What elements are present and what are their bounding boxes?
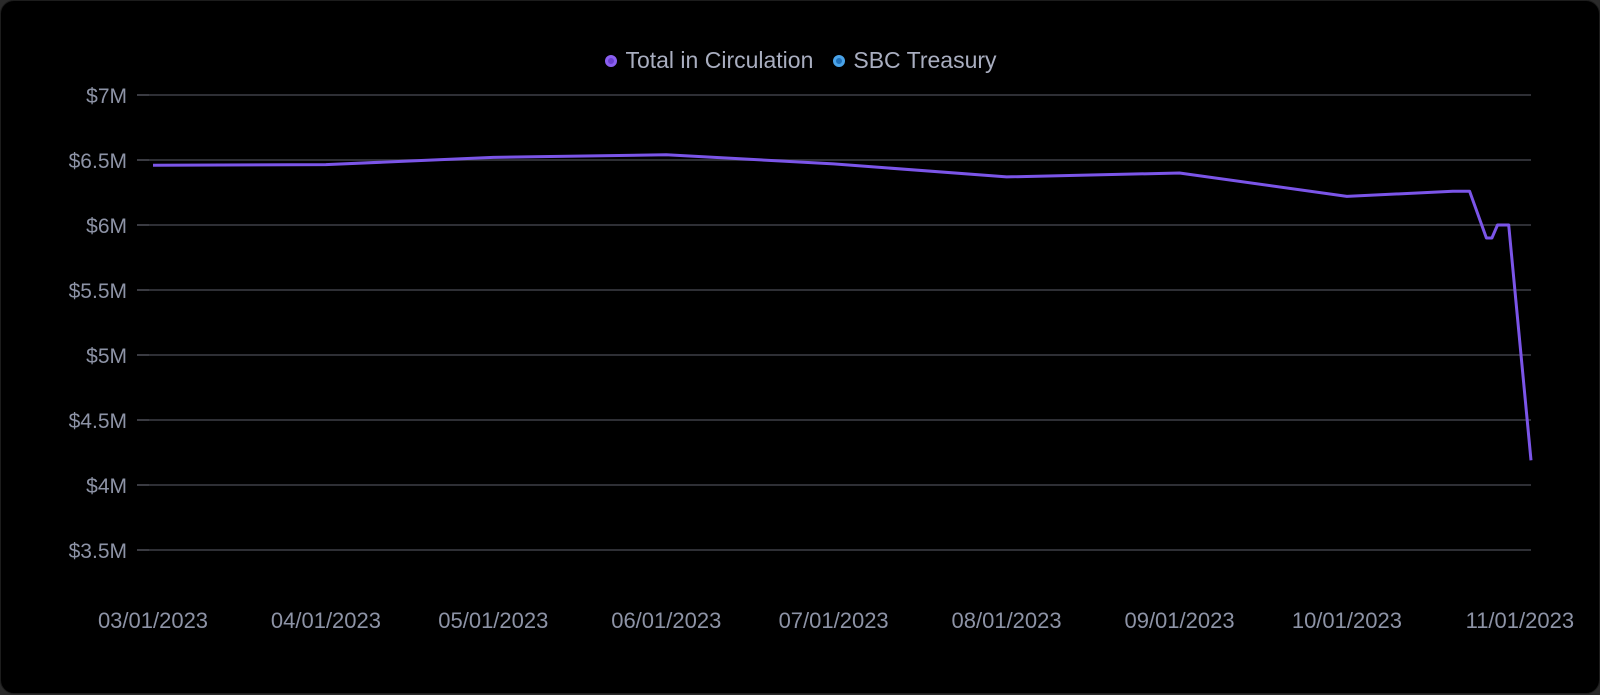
x-tick-label: 11/01/2023 bbox=[1466, 608, 1574, 633]
x-tick-label: 06/01/2023 bbox=[611, 608, 721, 633]
chart-legend: Total in Circulation SBC Treasury bbox=[1, 47, 1600, 74]
legend-dot-total-in-circulation bbox=[605, 54, 618, 67]
y-axis: $7M $6.5M $6M $5.5M $5M $4.5M $4M $3.5M bbox=[69, 85, 149, 563]
x-tick-label: 08/01/2023 bbox=[952, 608, 1062, 633]
y-tick-label: $4M bbox=[86, 475, 127, 498]
grid-lines bbox=[149, 94, 1531, 551]
y-tick-label: $3.5M bbox=[69, 540, 127, 563]
y-tick-label: $7M bbox=[86, 85, 127, 108]
x-axis: 03/01/2023 04/01/2023 05/01/2023 06/01/2023… bbox=[98, 608, 1574, 633]
x-tick-label: 05/01/2023 bbox=[438, 608, 548, 633]
y-tick-label: $4.5M bbox=[69, 410, 127, 433]
legend-label-total-in-circulation: Total in Circulation bbox=[625, 47, 814, 73]
y-tick-label: $5M bbox=[86, 345, 127, 368]
legend-item-total-in-circulation[interactable]: Total in Circulation bbox=[605, 47, 813, 74]
series-line-total-in-circulation[interactable] bbox=[152, 153, 1533, 461]
y-tick-label: $5.5M bbox=[69, 280, 127, 303]
legend-item-sbc-treasury[interactable]: SBC Treasury bbox=[833, 47, 997, 74]
legend-dot-sbc-treasury bbox=[833, 54, 846, 67]
legend-label-sbc-treasury: SBC Treasury bbox=[853, 47, 997, 73]
y-tick-label: $6.5M bbox=[69, 150, 127, 173]
x-tick-label: 03/01/2023 bbox=[98, 608, 208, 633]
y-tick-label: $6M bbox=[86, 215, 127, 238]
x-tick-label: 10/01/2023 bbox=[1292, 608, 1402, 633]
series-lines bbox=[152, 153, 1533, 461]
x-tick-label: 09/01/2023 bbox=[1124, 608, 1234, 633]
x-tick-label: 04/01/2023 bbox=[271, 608, 381, 633]
x-tick-label: 07/01/2023 bbox=[779, 608, 889, 633]
